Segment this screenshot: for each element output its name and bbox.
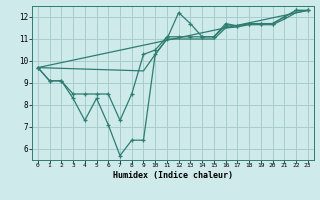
X-axis label: Humidex (Indice chaleur): Humidex (Indice chaleur) <box>113 171 233 180</box>
